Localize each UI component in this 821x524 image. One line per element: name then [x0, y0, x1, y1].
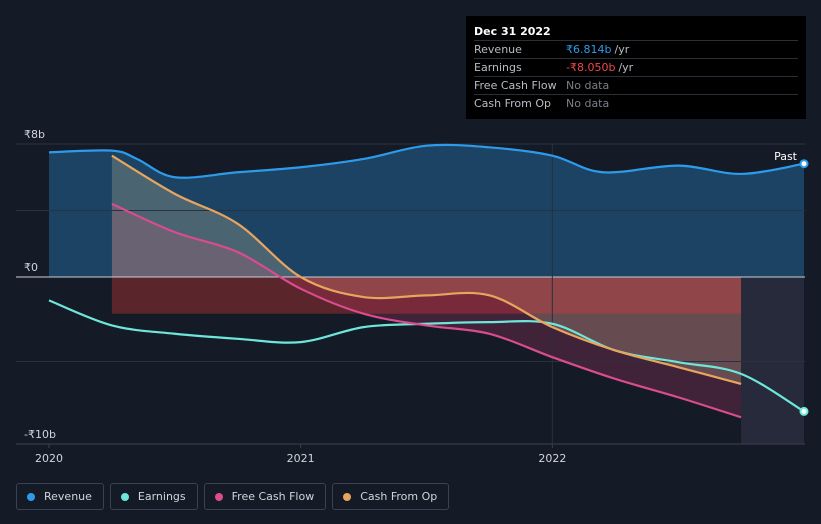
tooltip-row-cash-from-op: Cash From Op No data [474, 94, 798, 112]
legend-dot-icon [343, 492, 352, 501]
y-axis: ₹8b ₹0 -₹10b [24, 128, 56, 441]
series-line-revenue [48, 143, 805, 179]
legend-item-revenue[interactable]: Revenue [16, 483, 104, 510]
tooltip-date: Dec 31 2022 [474, 25, 551, 38]
legend-item-free-cash-flow[interactable]: Free Cash Flow [203, 483, 327, 510]
past-label: Past [774, 150, 798, 163]
endpoint-marker-revenue [799, 159, 809, 169]
legend-dot-icon [214, 492, 223, 501]
tooltip-value: -₹8.050b [566, 61, 616, 74]
legend-label: Cash From Op [360, 490, 438, 503]
endpoint-marker-earnings [799, 406, 809, 416]
grid [16, 143, 805, 445]
tooltip: Dec 31 2022 Revenue ₹6.814b /yr Earnings… [466, 16, 806, 119]
legend: Revenue Earnings Free Cash Flow Cash Fro… [16, 483, 450, 510]
legend-dot-icon [27, 492, 35, 501]
x-tick-label: 2022 [538, 452, 566, 465]
tooltip-row-revenue: Revenue ₹6.814b /yr [474, 40, 798, 58]
tooltip-value: No data [566, 79, 610, 92]
tooltip-label: Revenue [474, 43, 522, 56]
x-axis: 2020 2021 2022 [35, 444, 566, 465]
legend-dot-icon [120, 492, 129, 501]
series-lines [48, 143, 809, 419]
area-cash-from-op [111, 155, 742, 384]
x-tick-label: 2020 [35, 452, 63, 465]
series-areas [49, 144, 804, 444]
series-line-cash-from-op [111, 154, 742, 385]
tooltip-value: ₹6.814b [566, 43, 612, 56]
tooltip-row-earnings: Earnings -₹8.050b /yr [474, 58, 798, 76]
tooltip-label: Earnings [474, 61, 522, 74]
legend-label: Earnings [137, 490, 186, 503]
tooltip-unit: /yr [614, 43, 630, 56]
legend-label: Revenue [44, 490, 92, 503]
negative-area-future [741, 277, 804, 444]
tooltip-label: Free Cash Flow [474, 79, 557, 92]
series-line-earnings [48, 299, 805, 413]
y-tick-label: ₹8b [24, 128, 45, 141]
y-tick-label: ₹0 [24, 261, 38, 274]
legend-item-earnings[interactable]: Earnings [109, 483, 198, 510]
series-line-free-cash-flow [111, 202, 742, 419]
legend-item-cash-from-op[interactable]: Cash From Op [332, 483, 450, 510]
tooltip-label: Cash From Op [474, 97, 552, 110]
tooltip-unit: /yr [618, 61, 634, 74]
tooltip-row-free-cash-flow: Free Cash Flow No data [474, 76, 798, 94]
y-tick-label: -₹10b [24, 428, 56, 441]
legend-label: Free Cash Flow [231, 490, 315, 503]
tooltip-value: No data [566, 97, 610, 110]
x-tick-label: 2021 [287, 452, 315, 465]
area-free-cash-flow [111, 203, 742, 418]
